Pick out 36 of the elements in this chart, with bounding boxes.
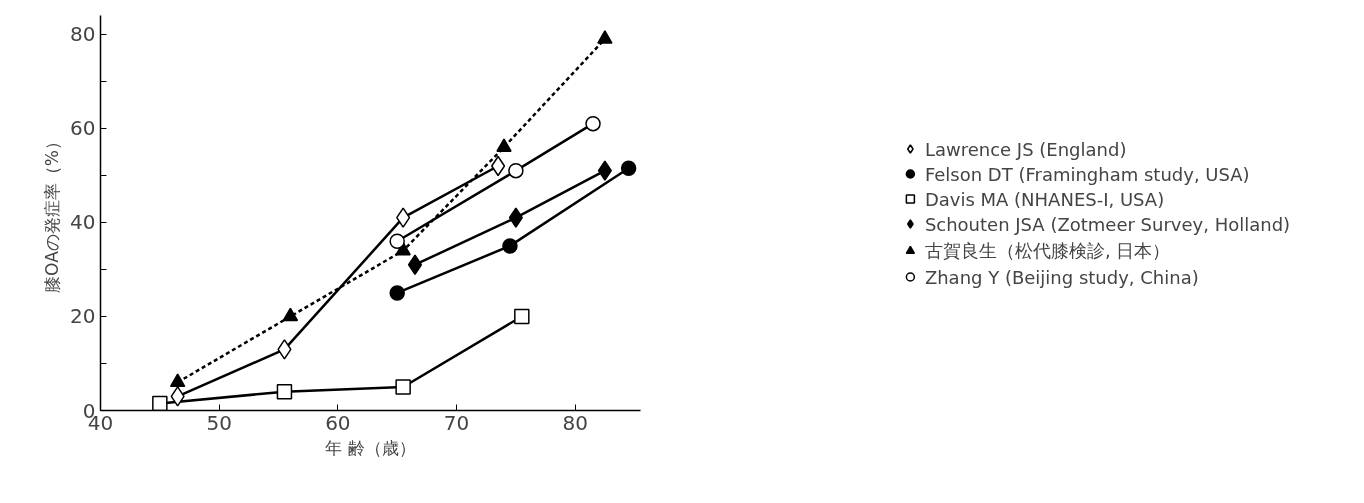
point: [508, 162, 524, 179]
legend-label: Lawrence JS (England): [924, 138, 1127, 159]
point: [170, 386, 185, 407]
point: [277, 339, 292, 360]
point: [585, 115, 601, 132]
legend-label: Davis MA (NHANES-I, USA): [924, 188, 1165, 209]
y-tick-label: 80: [70, 22, 96, 47]
y-axis-title: 膝OAの発症率（%）: [42, 133, 63, 293]
legend-label: Felson DT (Framingham study, USA): [924, 163, 1250, 184]
point: [407, 254, 423, 275]
x-tick-label: 60: [325, 410, 351, 435]
point: [514, 308, 530, 325]
point: [282, 307, 299, 322]
point: [496, 138, 512, 152]
y-tick-label: 60: [70, 116, 96, 141]
point: [597, 30, 613, 44]
point: [502, 238, 518, 254]
point: [389, 233, 405, 249]
y-tick-label: 20: [70, 304, 96, 329]
x-tick-label: 70: [443, 410, 470, 435]
y-tick-label: 40: [70, 210, 96, 235]
legend-label: Schouten JSA (Zotmeer Survey, Holland): [924, 213, 1291, 234]
x-tick-label: 50: [206, 410, 232, 435]
point: [169, 373, 186, 388]
legend-label: 古賀良生（松代膝検診, 日本）: [924, 238, 1171, 262]
point: [276, 383, 293, 400]
x-axis-title: 年 齢（歳）: [325, 437, 416, 458]
point: [389, 285, 405, 301]
point: [508, 207, 523, 228]
point: [620, 160, 637, 177]
x-tick-label: 80: [562, 410, 588, 435]
point: [396, 207, 411, 228]
point: [152, 395, 168, 411]
legend-label: Zhang Y (Beijing study, China): [924, 266, 1199, 287]
point: [395, 379, 411, 395]
point: [597, 160, 612, 181]
